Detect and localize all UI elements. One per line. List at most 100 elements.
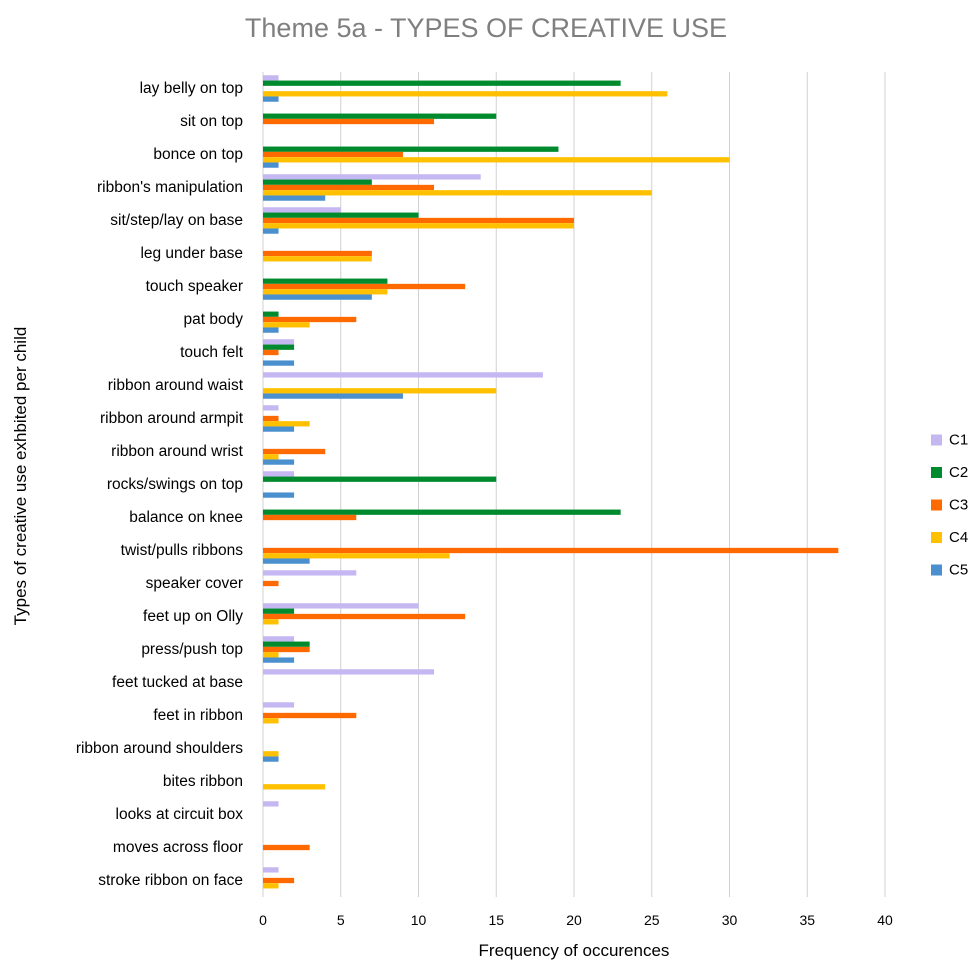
x-tick-label: 35 [799, 912, 815, 928]
legend-swatch-c2 [931, 467, 942, 478]
category-label: ribbon around armpit [100, 410, 244, 427]
bar-c3 [263, 415, 279, 422]
bar-c4 [263, 388, 497, 394]
bar-c3 [263, 580, 279, 587]
bar-c5 [263, 756, 279, 762]
category-label: press/push top [141, 641, 243, 658]
legend-swatch-c1 [931, 434, 942, 446]
category-label: feet up on Olly [143, 608, 243, 625]
bar-c1 [263, 702, 295, 708]
x-tick-label: 20 [566, 912, 582, 928]
category-label: ribbon around waist [108, 377, 244, 394]
legend-swatch-c3 [931, 499, 942, 511]
bar-c4 [263, 190, 652, 196]
bar-c1 [263, 174, 481, 180]
category-label: ribbon around shoulders [76, 740, 243, 757]
bar-c5 [263, 228, 279, 234]
bar-c1 [263, 669, 435, 675]
x-axis-title: Frequency of occurences [479, 941, 670, 960]
legend-label: C2 [949, 464, 968, 481]
bar-c1 [263, 636, 295, 642]
bar-c2 [263, 311, 279, 317]
bar-c4 [263, 91, 668, 97]
bar-c1 [263, 801, 279, 807]
bar-c4 [263, 421, 310, 427]
bar-c3 [263, 349, 279, 356]
bar-c4 [263, 553, 450, 559]
bar-c1 [263, 570, 357, 576]
category-label: touch speaker [146, 278, 243, 295]
bar-c3 [263, 844, 310, 851]
legend-label: C4 [949, 529, 968, 546]
x-tick-label: 25 [644, 912, 660, 928]
bar-c3 [263, 448, 326, 455]
category-label: rocks/swings on top [107, 476, 243, 493]
bar-c3 [263, 613, 466, 620]
bar-c5 [263, 360, 295, 366]
bar-c2 [263, 344, 295, 350]
bar-c3 [263, 118, 435, 125]
y-axis-title: Types of creative use exhbited per child [11, 327, 30, 626]
bar-c5 [263, 195, 326, 201]
category-label: leg under base [140, 245, 243, 262]
legend-swatch-c4 [931, 532, 942, 543]
legend-label: C5 [949, 562, 968, 579]
bar-c1 [263, 339, 295, 345]
bar-c3 [263, 250, 372, 257]
legend-label: C1 [949, 432, 968, 449]
bar-c2 [263, 641, 310, 647]
bar-c3 [263, 151, 403, 158]
category-label: feet in ribbon [153, 707, 243, 724]
bar-c5 [263, 162, 279, 168]
x-tick-label: 10 [411, 912, 427, 928]
bar-c5 [263, 393, 403, 399]
category-label: stroke ribbon on face [98, 872, 243, 889]
bar-c1 [263, 75, 279, 81]
bar-c2 [263, 179, 372, 185]
bar-c1 [263, 207, 341, 213]
category-label: lay belly on top [140, 80, 243, 97]
x-tick-label: 15 [488, 912, 504, 928]
bar-c5 [263, 459, 295, 465]
bar-c4 [263, 652, 279, 658]
bar-c4 [263, 883, 279, 889]
category-label: sit/step/lay on base [110, 212, 243, 229]
x-tick-label: 40 [877, 912, 893, 928]
category-label: ribbon's manipulation [97, 179, 243, 196]
legend-label: C3 [949, 497, 968, 514]
bar-c1 [263, 372, 543, 378]
category-label: bites ribbon [163, 773, 243, 790]
bar-c2 [263, 212, 419, 218]
bar-c3 [263, 283, 466, 290]
bar-c1 [263, 867, 279, 873]
bar-c2 [263, 608, 295, 614]
x-tick-label: 5 [337, 912, 345, 928]
gridlines [262, 72, 886, 897]
legend-swatch-c5 [931, 564, 942, 576]
bars [263, 75, 839, 889]
category-labels: lay belly on top sit on top bonce on top ri… [76, 80, 244, 889]
bar-c4 [263, 322, 310, 328]
x-tick-labels: 0 5 10 15 20 25 30 35 40 [259, 912, 893, 928]
bar-c2 [263, 146, 559, 152]
bar-c4 [263, 454, 279, 460]
bar-c2 [263, 476, 497, 482]
bar-c2 [263, 278, 388, 284]
bar-c3 [263, 514, 357, 521]
category-label: moves across floor [113, 839, 243, 856]
x-tick-label: 30 [722, 912, 738, 928]
bar-c4 [263, 157, 730, 163]
bar-c2 [263, 113, 497, 119]
bar-c3 [263, 712, 357, 719]
category-label: touch felt [180, 344, 244, 361]
bar-c5 [263, 426, 295, 432]
bar-c1 [263, 405, 279, 411]
bar-c3 [263, 547, 839, 554]
category-label: feet tucked at base [112, 674, 243, 691]
bar-c4 [263, 223, 574, 229]
bar-c5 [263, 96, 279, 102]
category-label: pat body [184, 311, 244, 328]
category-label: sit on top [180, 113, 243, 130]
bar-c1 [263, 603, 419, 609]
